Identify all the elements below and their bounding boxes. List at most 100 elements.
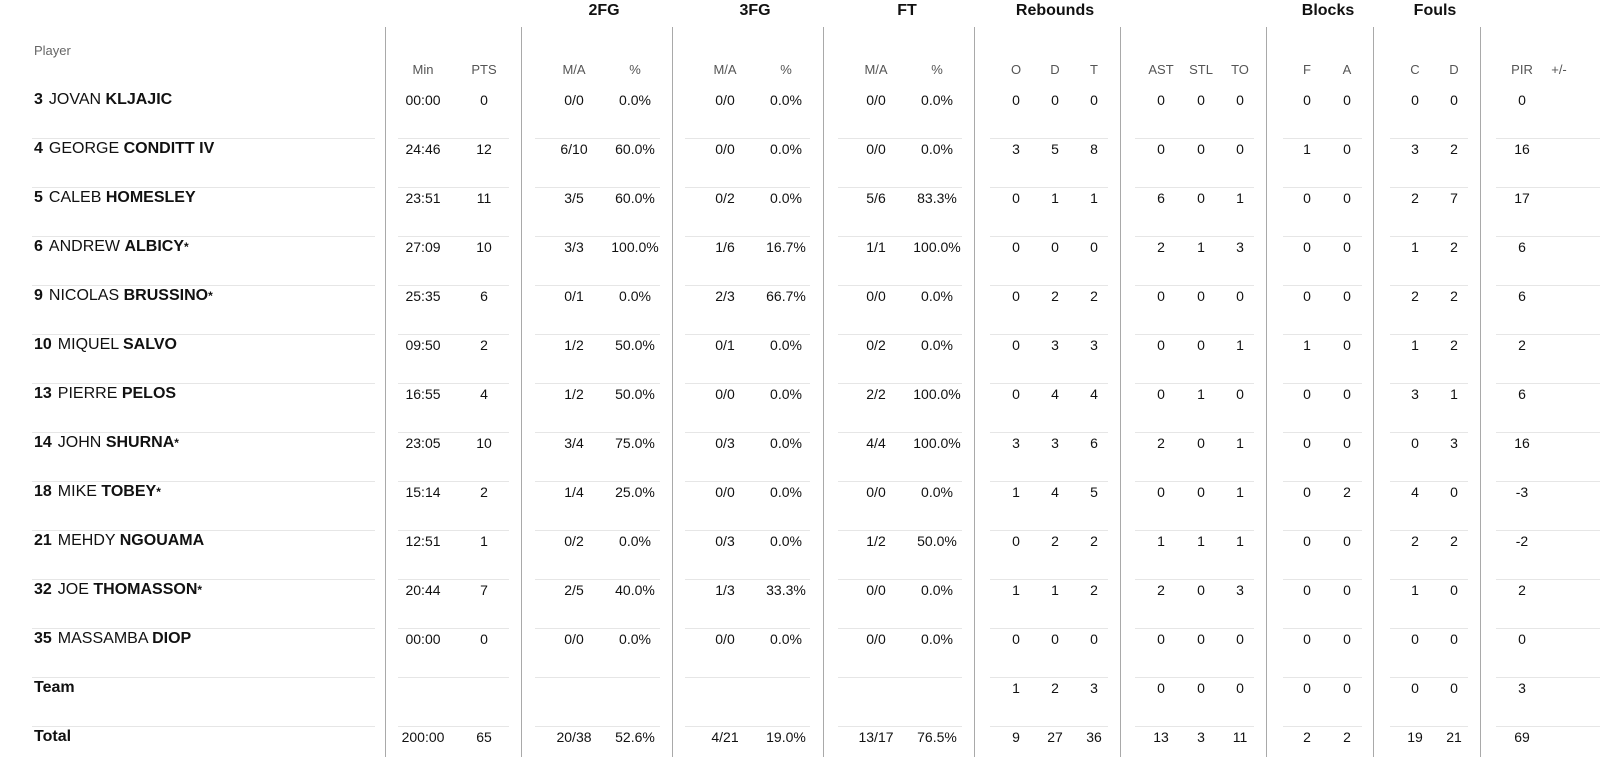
player-name-cell[interactable]: 32 JOE THOMASSON* [34, 580, 202, 600]
stat-reb-off: 1 [1012, 680, 1020, 696]
stat-reb-total: 0 [1090, 631, 1098, 647]
player-row: 5 CALEB HOMESLEY 23:51 11 3/5 60.0% 0/2 0.0% 5/6… [0, 188, 1600, 237]
row-separator [398, 628, 509, 629]
stat-blocks-favor: 0 [1303, 190, 1311, 206]
stat-reb-def: 3 [1051, 435, 1059, 451]
player-name-cell[interactable]: 21 MEHDY NGOUAMA [34, 531, 204, 551]
column-header-3fg-made-att[interactable]: M/A [713, 62, 737, 77]
stat-reb-off: 0 [1012, 631, 1020, 647]
column-header-fouls-drawn[interactable]: D [1449, 62, 1459, 77]
row-separator [398, 285, 509, 286]
row-separator [1390, 138, 1468, 139]
starter-marker: * [208, 289, 213, 303]
player-last-name: KLJAJIC [105, 91, 173, 108]
player-last-name: CONDITT IV [123, 140, 215, 157]
row-separator [1283, 285, 1362, 286]
stat-fouls-committed: 0 [1411, 435, 1419, 451]
stat-ft-pct: 0.0% [921, 288, 953, 304]
column-header-plus-minus[interactable]: +/- [1551, 62, 1567, 77]
player-name-cell[interactable]: 10 MIQUEL SALVO [34, 335, 177, 355]
stat-steals: 0 [1197, 435, 1205, 451]
row-separator [1496, 285, 1600, 286]
player-last-name: HOMESLEY [105, 189, 196, 206]
stat-2fg-made-att: 20/38 [556, 729, 592, 745]
column-header-blocks-favor[interactable]: F [1303, 62, 1311, 77]
player-name-cell[interactable]: 6 ANDREW ALBICY* [34, 237, 189, 257]
row-separator [990, 383, 1108, 384]
stat-reb-off: 0 [1012, 288, 1020, 304]
player-first-name: MIKE [57, 483, 97, 500]
player-first-name: ANDREW [48, 238, 121, 255]
stat-points: 0 [480, 631, 488, 647]
player-name-cell[interactable]: 18 MIKE TOBEY* [34, 482, 161, 502]
stat-3fg-pct: 16.7% [766, 239, 806, 255]
row-separator [990, 677, 1108, 678]
stat-fouls-committed: 0 [1411, 92, 1419, 108]
player-number: 10 [34, 336, 52, 353]
stat-2fg-pct: 60.0% [615, 190, 655, 206]
column-header-reb-def[interactable]: D [1050, 62, 1060, 77]
row-separator [1283, 628, 1362, 629]
row-separator [685, 236, 810, 237]
stat-ft-pct: 100.0% [913, 386, 961, 402]
row-separator [32, 530, 375, 531]
column-header-blocks-against[interactable]: A [1342, 62, 1352, 77]
row-separator [990, 481, 1108, 482]
stat-blocks-against: 0 [1343, 92, 1351, 108]
player-name-cell: Total [34, 727, 71, 747]
stat-reb-total: 8 [1090, 141, 1098, 157]
starter-marker: * [174, 436, 179, 450]
column-header-assists[interactable]: AST [1148, 62, 1174, 77]
player-name-cell[interactable]: 13 PIERRE PELOS [34, 384, 176, 404]
player-name-cell[interactable]: 9 NICOLAS BRUSSINO* [34, 286, 213, 306]
stat-turnovers: 1 [1236, 435, 1244, 451]
stat-reb-def: 2 [1051, 533, 1059, 549]
column-header-turnovers[interactable]: TO [1231, 62, 1249, 77]
column-header-ft-pct[interactable]: % [931, 62, 943, 77]
column-header-points[interactable]: PTS [471, 62, 497, 77]
stat-3fg-made-att: 0/1 [715, 337, 735, 353]
stat-2fg-made-att: 0/1 [564, 288, 584, 304]
player-name-cell[interactable]: 14 JOHN SHURNA* [34, 433, 179, 453]
column-header-3fg-pct[interactable]: % [780, 62, 792, 77]
stat-2fg-pct: 0.0% [619, 533, 651, 549]
stat-ft-made-att: 4/4 [866, 435, 886, 451]
column-header-reb-total[interactable]: T [1090, 62, 1098, 77]
row-separator [32, 236, 375, 237]
player-row: 21 MEHDY NGOUAMA 12:51 1 0/2 0.0% 0/3 0.0% 1/2 50… [0, 531, 1600, 580]
row-separator [1390, 481, 1468, 482]
player-name-cell[interactable]: 4 GEORGE CONDITT IV [34, 139, 214, 159]
column-header-ft-made-att[interactable]: M/A [864, 62, 888, 77]
stat-points: 12 [476, 141, 492, 157]
column-divider [1480, 27, 1481, 757]
player-name-cell[interactable]: 3 JOVAN KLJAJIC [34, 90, 172, 110]
stat-pir: 6 [1518, 239, 1526, 255]
row-separator [1496, 481, 1600, 482]
stat-turnovers: 0 [1236, 141, 1244, 157]
player-name-cell[interactable]: 35 MASSAMBA DIOP [34, 629, 191, 649]
column-header-reb-off[interactable]: O [1010, 62, 1022, 77]
stat-2fg-made-att: 1/2 [564, 386, 584, 402]
row-separator [685, 677, 810, 678]
player-row: 9 NICOLAS BRUSSINO* 25:35 6 0/1 0.0% 2/3 66.7% 0… [0, 286, 1600, 335]
column-header-2fg-made-att[interactable]: M/A [562, 62, 586, 77]
row-separator [1496, 579, 1600, 580]
stat-pir: -3 [1515, 484, 1529, 500]
column-header-minutes[interactable]: Min [412, 62, 434, 77]
stat-minutes: 15:14 [405, 484, 441, 500]
stat-steals: 1 [1197, 239, 1205, 255]
column-header-steals[interactable]: STL [1189, 62, 1213, 77]
stat-reb-total: 0 [1090, 239, 1098, 255]
row-separator [685, 726, 810, 727]
stat-assists: 0 [1157, 337, 1165, 353]
stat-blocks-favor: 0 [1303, 631, 1311, 647]
player-first-name: NICOLAS [48, 287, 120, 304]
column-header-2fg-pct[interactable]: % [629, 62, 641, 77]
column-header-fouls-committed[interactable]: C [1410, 62, 1420, 77]
stat-2fg-made-att: 3/5 [564, 190, 584, 206]
row-separator [838, 383, 962, 384]
column-header-pir[interactable]: PIR [1511, 62, 1533, 77]
player-name-cell[interactable]: 5 CALEB HOMESLEY [34, 188, 196, 208]
row-separator [535, 530, 660, 531]
team-label: Team [34, 679, 75, 696]
